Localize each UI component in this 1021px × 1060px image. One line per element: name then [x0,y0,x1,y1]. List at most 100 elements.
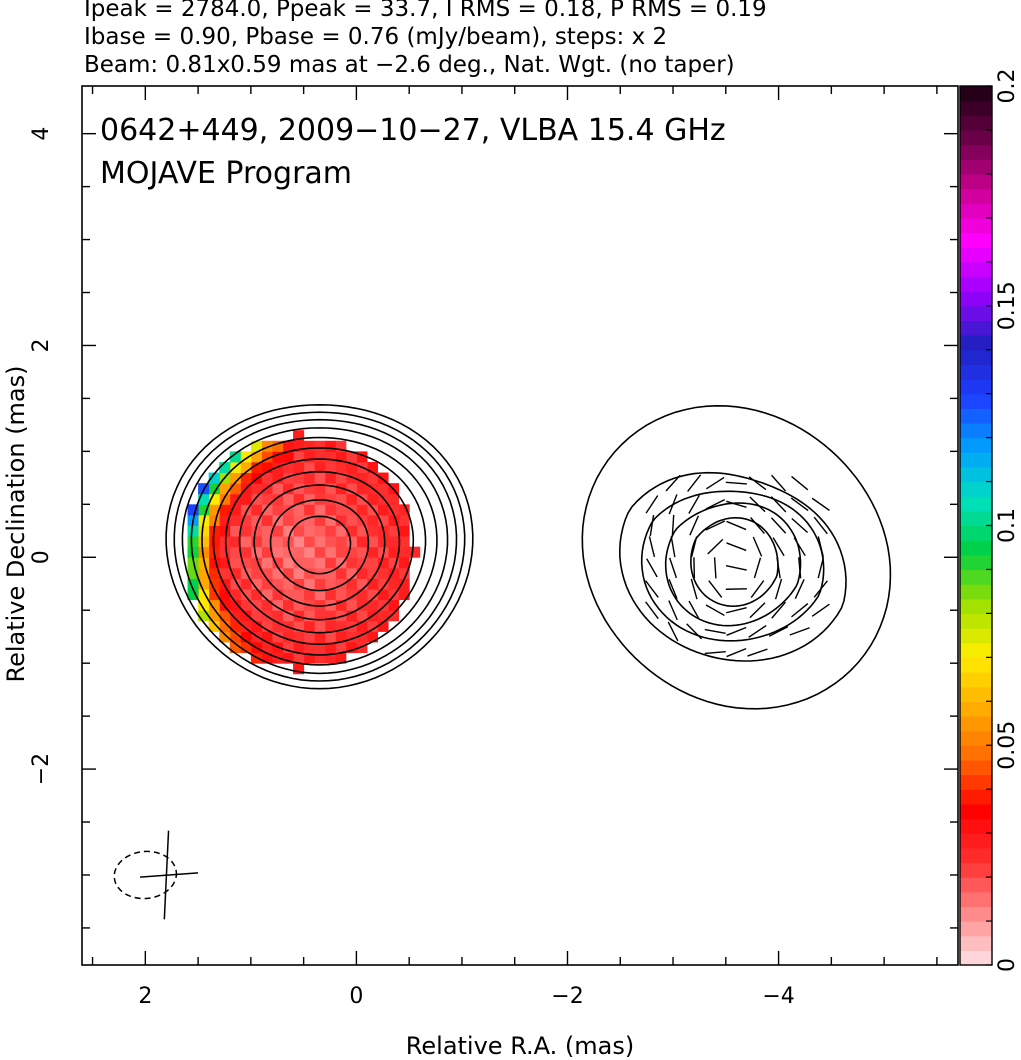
polarization-pixel [261,493,273,505]
polarization-pixel [219,493,231,505]
polarization-pixel [356,525,368,537]
polarization-pixel [335,641,347,654]
polarization-pixel [229,620,241,632]
polarization-pixel [208,483,220,495]
colorbar-band [960,701,992,717]
polarization-pixel [240,472,252,484]
polarization-pixel [345,631,357,643]
polarization-pixel [377,514,389,526]
polarization-pixel [282,652,294,664]
polarization-pixel [366,461,379,474]
polarization-pixel [388,525,400,537]
polarization-pixel [229,536,241,548]
evpa-vector [747,648,768,657]
colorbar-band [960,628,992,644]
polarization-pixel [345,483,357,495]
polarization-pixel [271,483,284,495]
evpa-vector [646,558,658,578]
polarization-pixel [240,641,252,654]
polarization-pixel [261,461,273,474]
polarization-pixel [398,514,410,526]
polarization-pixel [219,546,231,558]
contour-left [224,458,415,634]
y-tick-label: 0 [29,550,54,564]
intensity-contours [165,403,892,710]
colorbar-band [960,642,992,658]
polarization-pixel [219,557,231,569]
polarization-pixel [345,641,357,654]
polarization-pixel [345,461,357,474]
polarization-pixel [388,578,400,590]
polarization-pixel [240,599,252,611]
polarization-pixel [219,620,231,632]
x-tick-label: −2 [551,984,583,1009]
colorbar-band [960,789,992,805]
polarization-pixel [187,504,199,516]
polarization-pixel [208,610,220,622]
polarization-pixel [388,557,400,569]
polarization-pixel [314,546,326,558]
evpa-vector [750,580,765,598]
polarization-pixel [271,536,284,548]
polarization-pixel [335,472,347,484]
polarization-pixel [240,589,252,601]
polarization-pixel [377,610,389,622]
colorbar-band [960,950,992,966]
polarization-pixel [366,472,379,484]
polarization-pixel [271,472,284,484]
polarization-pixel [377,589,389,601]
polarization-pixel [219,631,231,643]
colorbar-band [960,291,992,307]
polarization-pixel [335,546,347,558]
polarization-pixel [271,589,284,601]
polarization-pixel [303,652,315,664]
polarization-pixel [229,599,241,611]
polarization-pixel [229,567,241,579]
evpa-vector [770,517,787,534]
polarization-pixel [303,620,315,632]
evpa-vector [790,497,809,512]
colorbar-band [960,100,992,116]
polarization-pixel [282,493,294,505]
polarization-pixel [198,525,210,537]
contour-right [664,502,802,627]
evpa-vector [791,475,809,491]
polarization-pixel [293,610,305,622]
polarization-pixel [293,546,305,558]
polarization-pixel [398,578,410,590]
evpa-vector [817,536,824,558]
colorbar-band [960,818,992,834]
evpa-vector [768,625,789,637]
polarization-pixel [314,483,326,495]
polarization-pixel [187,536,199,548]
polarization-pixel [303,461,315,474]
polarization-pixel [324,472,336,484]
polarization-pixel [261,546,273,558]
polarization-pixel [198,567,210,579]
colorbar-band [960,525,992,541]
polarization-pixel [293,493,305,505]
polarization-pixel [198,504,210,516]
polarization-pixel [208,493,220,505]
polarization-pixel [314,504,326,516]
polarization-pixel [377,557,389,569]
colorbar-band [960,276,992,292]
evpa-vector [645,495,659,514]
colorbar-band [960,906,992,922]
y-tick-label: −2 [29,753,54,785]
polarization-pixel [303,557,315,569]
polarization-pixel [324,536,336,548]
contour-left [269,499,370,592]
polarization-pixel [356,546,368,558]
evpa-vector [753,557,762,579]
colorbar-band [960,672,992,688]
colorbar-tick-label: 0 [995,958,1020,972]
evpa-vector [705,604,725,617]
evpa-vector [667,621,679,642]
colorbar-band [960,891,992,907]
polarization-pixel [335,525,347,537]
colorbar [959,85,993,966]
colorbar-band [960,188,992,204]
polarization-pixel [240,546,252,558]
